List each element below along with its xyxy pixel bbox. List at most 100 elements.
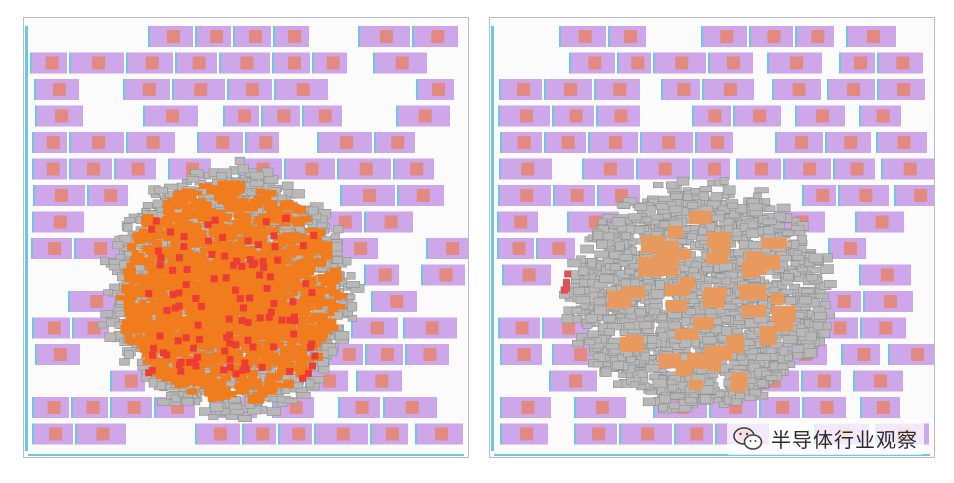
- congestion-hotspot: [227, 257, 236, 264]
- critical-hotspot: [239, 304, 247, 312]
- macro-core: [446, 242, 460, 255]
- macro-edge: [87, 185, 89, 206]
- std-cell: [757, 379, 767, 388]
- std-cell: [97, 321, 107, 329]
- congestion-hotspot: [126, 262, 135, 273]
- macro-edge: [219, 52, 221, 74]
- congestion-hotspot: [133, 303, 143, 311]
- congestion-hotspot: [273, 341, 284, 349]
- macro-core: [515, 321, 529, 335]
- critical-hotspot: [180, 233, 188, 241]
- congestion-hotspot: [292, 204, 301, 214]
- std-cell: [291, 189, 305, 199]
- macro-core: [92, 136, 106, 149]
- macro-core: [720, 30, 734, 43]
- macro-core: [595, 401, 609, 414]
- std-cell: [640, 351, 650, 362]
- std-cell: [616, 202, 631, 209]
- congestion-hotspot: [156, 296, 166, 306]
- macro-core: [514, 215, 528, 229]
- critical-hotspot: [194, 321, 202, 329]
- macro-core: [326, 56, 340, 70]
- std-cell: [731, 297, 744, 305]
- congestion-hotspot: [216, 223, 230, 230]
- congestion-hotspot: [290, 306, 302, 316]
- macro-core: [370, 321, 384, 335]
- critical-hotspot: [190, 358, 198, 366]
- critical-hotspot: [266, 273, 274, 281]
- std-cell: [630, 381, 639, 388]
- std-cell: [589, 342, 604, 349]
- congestion-hotspot: [285, 202, 296, 210]
- congestion-hotspot: [198, 183, 212, 189]
- std-cell: [720, 315, 731, 323]
- std-cell: [814, 311, 827, 320]
- macro-edge: [397, 185, 399, 206]
- congestion-hotspot: [200, 248, 213, 255]
- congestion-hotspot: [316, 292, 325, 301]
- macro-edge: [594, 79, 596, 100]
- critical-hotspot: [286, 368, 294, 375]
- congestion-hotspot: [248, 301, 259, 307]
- congestion-hotspot: [160, 324, 171, 331]
- congestion-hotspot: [169, 248, 183, 256]
- macro-edge: [272, 52, 274, 74]
- congestion-hotspot: [242, 229, 254, 235]
- macro-edge: [775, 132, 777, 153]
- std-cell: [634, 203, 647, 211]
- macro-edge: [32, 317, 34, 339]
- std-cell: [308, 206, 319, 216]
- std-cell: [613, 380, 623, 388]
- macro-edge: [715, 423, 717, 445]
- congestion-hotspot: [284, 293, 295, 300]
- std-cell: [171, 394, 181, 403]
- congestion-hotspot: [219, 243, 231, 250]
- congestion-hotspot: [219, 214, 233, 220]
- congestion-hotspot: [191, 310, 200, 319]
- macro-core: [431, 83, 445, 96]
- std-cell: [284, 397, 298, 404]
- macro-edge: [567, 211, 569, 233]
- congestion-hotspot: [247, 355, 260, 365]
- macro-edge: [544, 132, 546, 153]
- critical-hotspot: [232, 370, 240, 378]
- std-cell: [699, 186, 713, 192]
- congestion-hotspot: [213, 364, 224, 373]
- congestion-hotspot: [209, 231, 218, 237]
- congestion-hotspot: [243, 378, 253, 388]
- macro-edge: [695, 132, 697, 153]
- macro-edge: [692, 105, 694, 127]
- macro-core: [833, 321, 847, 335]
- congestion-hotspot: [202, 208, 211, 215]
- congestion-hotspot: [270, 336, 281, 345]
- macro-core: [289, 401, 303, 414]
- macro-edge: [403, 317, 405, 339]
- macro-edge: [69, 132, 71, 153]
- macro-edge: [802, 185, 804, 206]
- critical-hotspot: [221, 347, 229, 355]
- macro-edge: [110, 397, 112, 418]
- macro-core: [210, 30, 224, 43]
- critical-hotspot: [299, 242, 307, 250]
- std-cell: [572, 339, 584, 348]
- congestion-hotspot: [237, 253, 249, 260]
- congestion-hotspot: [245, 236, 259, 245]
- macro-core: [127, 401, 141, 414]
- macro-core: [875, 215, 889, 229]
- congestion-hotspot: [143, 316, 152, 323]
- congestion-hotspot: [293, 277, 301, 285]
- std-cell: [594, 305, 607, 316]
- macro-edge: [499, 79, 501, 100]
- congestion-hotspot: [124, 311, 133, 317]
- congestion-hotspot: [224, 288, 236, 298]
- congestion-hotspot: [237, 236, 251, 245]
- congestion-hotspot: [218, 394, 231, 400]
- macro-core: [517, 136, 531, 149]
- std-cell: [152, 199, 163, 209]
- power-rail: [28, 454, 464, 456]
- critical-hotspot: [263, 284, 271, 292]
- critical-hotspot: [204, 221, 212, 229]
- std-cell: [755, 353, 771, 361]
- macro-core: [45, 56, 59, 70]
- congestion-hotspot: [153, 288, 166, 299]
